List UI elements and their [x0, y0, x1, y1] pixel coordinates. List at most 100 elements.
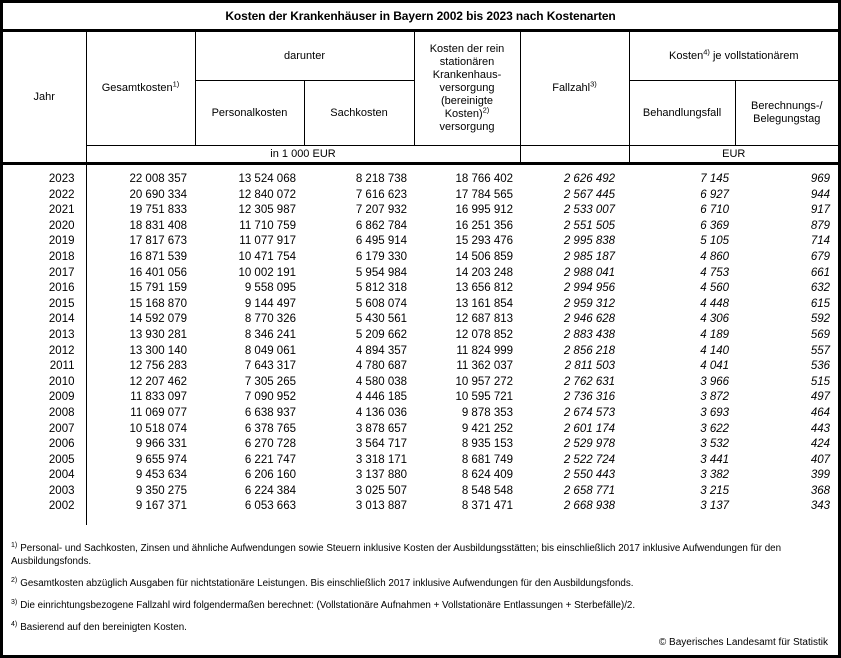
value-cell: 10 595 721 [455, 391, 514, 404]
value-cell: 2 736 316 [563, 391, 616, 404]
value-cell: 15 293 476 [455, 235, 514, 248]
value-cell: 9 421 252 [461, 422, 514, 435]
value-cell: 12 305 987 [238, 204, 296, 217]
value-cell: 7 616 623 [355, 188, 408, 201]
value-cell: 3 137 880 [355, 469, 408, 482]
table-row: 2009 11 833 097 7 090 952 4 446 185 10 595 7… [3, 390, 838, 406]
value-cell: 8 548 548 [461, 484, 514, 497]
value-cell: 3 693 [700, 406, 730, 419]
value-cell: 6 221 747 [244, 453, 296, 466]
year-cell: 2021 [3, 203, 87, 219]
value-cell: 4 560 [700, 282, 730, 295]
value-cell: 11 077 917 [239, 235, 296, 248]
page-title: Kosten der Krankenhäuser in Bayern 2002 … [3, 3, 838, 32]
value-cell: 4 894 357 [355, 344, 408, 357]
value-cell: 569 [810, 328, 831, 341]
table-row: 2019 17 817 673 11 077 917 6 495 914 15 293 … [3, 234, 838, 250]
value-cell: 6 270 728 [244, 438, 296, 451]
footnote-2-marker: 2) [11, 576, 18, 584]
value-cell: 4 189 [700, 328, 730, 341]
table-row: 2005 9 655 974 6 221 747 3 318 171 8 681 749… [3, 452, 838, 469]
footnote-3-marker: 3) [11, 598, 18, 606]
value-cell: 22 008 357 [129, 173, 187, 185]
value-cell: 2 674 573 [563, 406, 616, 419]
value-cell: 4 136 036 [355, 406, 408, 419]
value-cell: 2 985 187 [563, 250, 616, 263]
value-cell: 592 [810, 313, 831, 326]
value-cell: 16 871 539 [129, 250, 187, 263]
value-cell: 497 [810, 391, 831, 404]
table-row: 2013 13 930 281 8 346 241 5 209 662 12 078 8… [3, 327, 838, 344]
value-cell: 4 580 038 [355, 375, 408, 388]
table-row: 2007 10 518 074 6 378 765 3 878 657 9 421 25… [3, 421, 838, 438]
value-cell: 12 078 852 [455, 328, 514, 341]
value-cell: 632 [810, 282, 831, 295]
footnote-marker-1: 1) [172, 79, 180, 89]
value-cell: 12 756 283 [129, 360, 187, 373]
value-cell: 9 655 974 [135, 453, 187, 466]
value-cell: 4 780 687 [355, 360, 408, 373]
year-cell: 2018 [3, 249, 87, 266]
value-cell: 6 927 [700, 188, 730, 201]
value-cell: 10 002 191 [238, 266, 296, 279]
table-row: 2023 22 008 357 13 524 068 8 218 738 18 766 … [3, 163, 838, 188]
value-cell: 7 090 952 [244, 391, 296, 404]
value-cell: 10 518 074 [129, 422, 187, 435]
value-cell: 8 770 326 [244, 313, 296, 326]
copyright-notice: © Bayerisches Landesamt für Statistik [658, 637, 828, 648]
value-cell: 9 453 634 [135, 469, 187, 482]
header-darunter: darunter [195, 32, 415, 81]
value-cell: 944 [810, 188, 831, 201]
value-cell: 14 506 859 [455, 250, 514, 263]
value-cell: 7 207 932 [355, 204, 408, 217]
value-cell: 5 209 662 [355, 328, 408, 341]
hospital-costs-table: Jahr Gesamtkosten1) darunter Kosten der … [3, 32, 838, 526]
footnote-1-marker: 1) [11, 541, 18, 549]
value-cell: 2 658 771 [563, 484, 616, 497]
value-cell: 5 105 [700, 235, 730, 248]
year-cell: 2009 [3, 390, 87, 406]
year-cell: 2008 [3, 405, 87, 422]
year-cell: 2015 [3, 296, 87, 313]
value-cell: 15 168 870 [129, 297, 187, 310]
footnote-4-marker: 4) [11, 620, 18, 628]
year-cell: 2007 [3, 421, 87, 438]
value-cell: 8 346 241 [244, 328, 296, 341]
header-gesamtkosten: Gesamtkosten1) [86, 32, 196, 146]
table-row: 2010 12 207 462 7 305 265 4 580 038 10 957 2… [3, 374, 838, 391]
value-cell: 13 161 854 [455, 297, 514, 310]
value-cell: 4 753 [700, 266, 730, 279]
value-cell: 5 430 561 [355, 313, 408, 326]
value-cell: 11 824 999 [456, 344, 514, 357]
value-cell: 3 318 171 [355, 453, 408, 466]
year-cell: 2022 [3, 187, 87, 204]
value-cell: 10 957 272 [455, 375, 514, 388]
value-cell: 407 [810, 453, 831, 466]
value-cell: 879 [810, 219, 831, 232]
value-cell: 424 [810, 438, 831, 451]
value-cell: 615 [810, 297, 831, 310]
header-behandlungsfall: Behandlungsfall [629, 80, 736, 146]
value-cell: 6 638 937 [244, 406, 296, 419]
value-cell: 8 681 749 [461, 453, 514, 466]
value-cell: 20 690 334 [129, 188, 187, 201]
value-cell: 18 831 408 [129, 219, 187, 232]
value-cell: 6 224 384 [244, 484, 296, 497]
value-cell: 13 524 068 [238, 173, 296, 185]
unit-label-right: EUR [629, 145, 838, 165]
value-cell: 8 218 738 [355, 173, 408, 185]
value-cell: 399 [810, 469, 831, 482]
value-cell: 3 025 507 [355, 484, 408, 497]
value-cell: 6 369 [700, 219, 730, 232]
table-row: 2004 9 453 634 6 206 160 3 137 880 8 624 409… [3, 468, 838, 484]
value-cell: 8 935 153 [461, 438, 514, 451]
value-cell: 3 966 [700, 375, 730, 388]
value-cell: 11 710 759 [239, 219, 296, 232]
year-cell: 2005 [3, 452, 87, 469]
value-cell: 16 995 912 [455, 204, 514, 217]
value-cell: 7 145 [700, 173, 730, 185]
value-cell: 19 751 833 [129, 204, 187, 217]
value-cell: 12 840 072 [238, 188, 296, 201]
footnotes: 1) Personal- und Sachkosten, Zinsen und ä… [3, 525, 838, 634]
